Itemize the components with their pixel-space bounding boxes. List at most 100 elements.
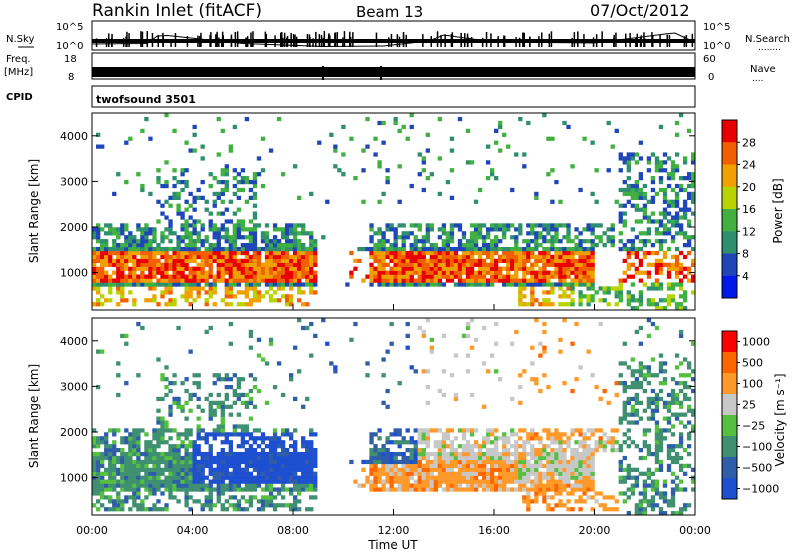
range-cell bbox=[405, 455, 410, 461]
range-cell bbox=[180, 487, 185, 492]
range-cell bbox=[248, 479, 254, 484]
range-cell bbox=[546, 455, 551, 461]
range-cell bbox=[156, 471, 161, 476]
range-cell bbox=[445, 254, 451, 260]
range-cell bbox=[112, 246, 117, 252]
range-cell bbox=[602, 440, 607, 445]
range-cell bbox=[208, 432, 213, 437]
range-cell bbox=[642, 507, 648, 512]
range-cell bbox=[658, 459, 664, 465]
range-cell bbox=[224, 266, 229, 271]
range-cell bbox=[188, 270, 193, 275]
range-cell bbox=[473, 451, 479, 457]
range-cell bbox=[574, 258, 579, 264]
range-cell bbox=[449, 475, 455, 480]
range-cell bbox=[634, 266, 640, 271]
range-cell bbox=[184, 246, 189, 252]
range-cell bbox=[252, 294, 258, 299]
range-cell bbox=[240, 507, 246, 512]
range-cell bbox=[666, 503, 672, 508]
range-cell bbox=[248, 444, 254, 449]
range-cell bbox=[409, 463, 414, 469]
range-cell bbox=[373, 270, 378, 275]
range-cell bbox=[329, 132, 334, 137]
range-cell bbox=[124, 223, 129, 228]
range-cell bbox=[184, 290, 189, 295]
range-cell bbox=[670, 254, 676, 260]
range-cell bbox=[248, 195, 254, 200]
range-cell bbox=[184, 286, 189, 291]
range-cell bbox=[626, 436, 631, 441]
range-cell bbox=[514, 467, 519, 472]
range-cell bbox=[510, 467, 515, 472]
range-cell bbox=[377, 448, 382, 453]
range-cell bbox=[240, 262, 246, 267]
range-cell bbox=[630, 298, 635, 303]
range-cell bbox=[92, 231, 97, 236]
range-cell bbox=[188, 239, 193, 244]
range-cell bbox=[377, 428, 382, 433]
range-cell bbox=[413, 223, 418, 228]
range-cell bbox=[224, 290, 229, 295]
range-cell bbox=[425, 451, 430, 457]
colorbar-tick-label: 24 bbox=[742, 159, 756, 172]
range-cell bbox=[570, 239, 575, 244]
range-cell bbox=[417, 250, 422, 256]
range-cell bbox=[389, 463, 394, 469]
range-cell bbox=[494, 243, 499, 248]
range-cell bbox=[128, 436, 133, 441]
range-cell bbox=[658, 160, 664, 165]
range-cell bbox=[132, 239, 137, 244]
range-cell bbox=[570, 298, 575, 303]
range-cell bbox=[526, 250, 531, 256]
range-cell bbox=[160, 479, 165, 484]
range-cell bbox=[232, 428, 238, 433]
range-cell bbox=[180, 404, 185, 409]
range-cell bbox=[674, 416, 680, 421]
range-cell bbox=[108, 254, 113, 260]
range-cell bbox=[160, 459, 165, 465]
range-cell bbox=[208, 243, 213, 248]
range-cell bbox=[586, 487, 591, 492]
range-cell bbox=[244, 467, 250, 472]
range-cell bbox=[309, 235, 314, 240]
range-cell bbox=[397, 440, 402, 445]
range-cell bbox=[192, 282, 197, 287]
range-cell bbox=[586, 349, 591, 354]
range-cell bbox=[236, 223, 242, 228]
range-cell bbox=[244, 199, 250, 204]
range-cell bbox=[485, 270, 491, 275]
range-cell bbox=[666, 231, 672, 236]
range-cell bbox=[449, 270, 455, 275]
range-cell bbox=[397, 475, 402, 480]
range-cell bbox=[461, 246, 467, 252]
range-cell bbox=[678, 302, 684, 307]
range-cell bbox=[397, 467, 402, 472]
range-cell bbox=[252, 475, 258, 480]
range-cell bbox=[256, 278, 262, 283]
range-cell bbox=[638, 176, 644, 181]
range-cell bbox=[268, 254, 274, 260]
range-cell bbox=[164, 274, 169, 279]
range-cell bbox=[514, 451, 519, 457]
range-cell bbox=[212, 428, 217, 433]
range-cell bbox=[156, 408, 161, 413]
range-cell bbox=[506, 246, 511, 252]
range-cell bbox=[646, 215, 652, 220]
range-cell bbox=[373, 479, 378, 484]
range-cell bbox=[96, 475, 101, 480]
range-cell bbox=[590, 254, 595, 260]
range-cell bbox=[433, 463, 439, 469]
range-cell bbox=[558, 286, 563, 291]
range-cell bbox=[662, 298, 668, 303]
range-cell bbox=[469, 239, 475, 244]
range-cell bbox=[264, 495, 270, 500]
range-cell bbox=[236, 187, 242, 193]
range-cell bbox=[112, 243, 117, 248]
range-cell bbox=[662, 199, 668, 204]
range-cell bbox=[200, 258, 205, 264]
range-cell bbox=[313, 239, 318, 244]
range-cell bbox=[96, 459, 101, 465]
range-cell bbox=[405, 463, 410, 469]
range-cell bbox=[494, 262, 499, 267]
